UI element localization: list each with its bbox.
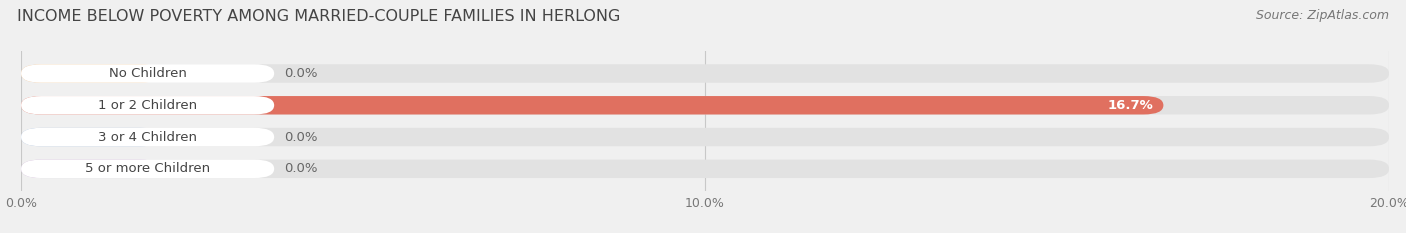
FancyBboxPatch shape bbox=[21, 128, 274, 146]
FancyBboxPatch shape bbox=[21, 160, 274, 178]
Text: 0.0%: 0.0% bbox=[284, 162, 318, 175]
Text: 0.0%: 0.0% bbox=[284, 130, 318, 144]
FancyBboxPatch shape bbox=[21, 96, 1163, 114]
Text: 5 or more Children: 5 or more Children bbox=[86, 162, 209, 175]
FancyBboxPatch shape bbox=[21, 128, 160, 146]
FancyBboxPatch shape bbox=[21, 64, 1389, 83]
Text: No Children: No Children bbox=[108, 67, 187, 80]
Text: 0.0%: 0.0% bbox=[284, 67, 318, 80]
Text: 16.7%: 16.7% bbox=[1108, 99, 1153, 112]
FancyBboxPatch shape bbox=[21, 64, 274, 83]
FancyBboxPatch shape bbox=[21, 160, 1389, 178]
Text: INCOME BELOW POVERTY AMONG MARRIED-COUPLE FAMILIES IN HERLONG: INCOME BELOW POVERTY AMONG MARRIED-COUPL… bbox=[17, 9, 620, 24]
Text: 3 or 4 Children: 3 or 4 Children bbox=[98, 130, 197, 144]
FancyBboxPatch shape bbox=[21, 160, 160, 178]
FancyBboxPatch shape bbox=[21, 64, 160, 83]
FancyBboxPatch shape bbox=[21, 96, 274, 114]
Text: Source: ZipAtlas.com: Source: ZipAtlas.com bbox=[1256, 9, 1389, 22]
FancyBboxPatch shape bbox=[21, 128, 1389, 146]
FancyBboxPatch shape bbox=[21, 96, 1389, 114]
Text: 1 or 2 Children: 1 or 2 Children bbox=[98, 99, 197, 112]
